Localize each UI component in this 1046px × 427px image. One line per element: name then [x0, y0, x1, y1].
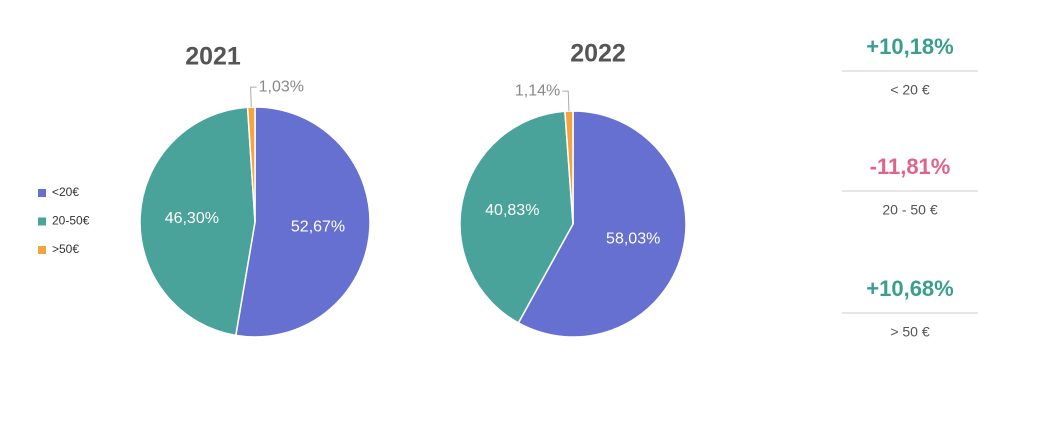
slice-label: 40,83%	[485, 202, 539, 219]
pie-slice	[139, 106, 256, 337]
slice-label: 46,30%	[165, 210, 219, 227]
pie-slice	[459, 110, 574, 324]
legend-swatch	[38, 246, 46, 254]
pie-slice	[246, 106, 256, 223]
change-value: +10,18%	[866, 34, 953, 59]
change-label: > 50 €	[890, 324, 930, 340]
leader-line	[562, 90, 570, 112]
legend-label: 20-50€	[52, 214, 90, 228]
pie-slice	[564, 110, 574, 225]
change-value: +10,68%	[866, 276, 953, 301]
pie-slice	[234, 106, 371, 338]
slice-label: 1,14%	[515, 82, 560, 99]
pie-slice	[517, 110, 687, 338]
leader-line	[250, 86, 257, 108]
slice-label: 58,03%	[606, 231, 660, 248]
legend-swatch	[38, 189, 46, 197]
chart-title: 2021	[185, 43, 241, 71]
change-label: 20 - 50 €	[882, 202, 937, 218]
legend-label: <20€	[52, 185, 79, 199]
legend-swatch	[38, 217, 46, 226]
slice-label: 1,03%	[259, 78, 304, 95]
slice-label: 52,67%	[291, 219, 345, 236]
chart-title: 2022	[570, 40, 626, 68]
change-label: < 20 €	[890, 82, 930, 98]
legend-label: >50€	[52, 242, 79, 256]
change-value: -11,81%	[870, 154, 951, 179]
